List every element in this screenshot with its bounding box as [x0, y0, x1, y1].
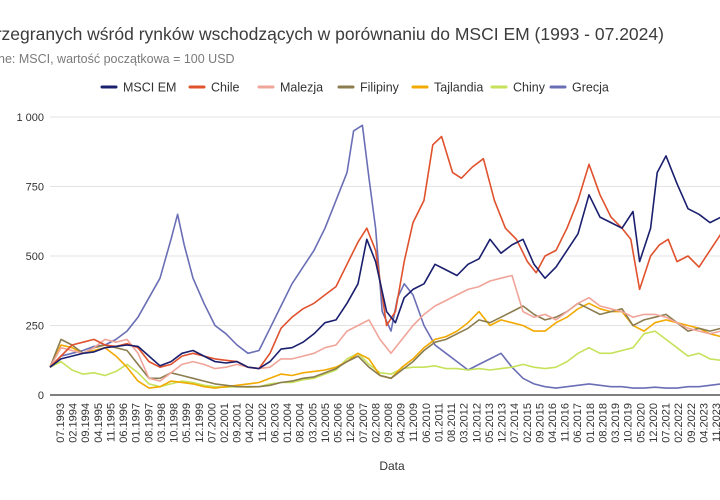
- x-tick-label: 06.2003: [269, 403, 281, 443]
- grid: [50, 116, 720, 396]
- y-tick-label: 250: [26, 321, 44, 333]
- x-axis-ticks: 07.1993 02.1994 09.1994 04.1995 11.1995 06.19…: [55, 403, 720, 443]
- plot-area: [49, 124, 720, 389]
- x-tick-label: 05.2020: [635, 403, 647, 443]
- x-tick-label: 10.2019: [623, 403, 635, 443]
- y-tick-label: 500: [26, 251, 44, 263]
- x-tick-label: 03.2005: [307, 403, 319, 443]
- chart-title: przegranych wśród rynków wschodzących w …: [0, 24, 664, 44]
- x-tick-label: 08.2018: [597, 403, 609, 443]
- legend-label: Chile: [211, 81, 240, 95]
- series-line-malezja: [49, 274, 720, 382]
- x-tick-label: 01.2011: [433, 403, 445, 442]
- x-tick-label: 03.1998: [156, 403, 168, 443]
- x-tick-label: 12.2020: [648, 403, 660, 443]
- x-tick-label: 01.2004: [282, 403, 294, 443]
- x-tick-label: 02.2015: [522, 403, 534, 443]
- x-tick-label: 02.2022: [673, 403, 685, 443]
- x-tick-label: 10.2012: [471, 403, 483, 443]
- x-tick-label: 04.2016: [547, 403, 559, 443]
- x-tick-label: 07.2007: [358, 403, 370, 443]
- x-tick-label: 06.1996: [118, 403, 130, 443]
- legend-label: Malezja: [280, 81, 323, 95]
- chart-subtitle: ne: MSCI, wartość początkowa = 100 USD: [0, 52, 235, 66]
- x-tick-label: 09.1994: [80, 403, 92, 443]
- x-tick-label: 03.2012: [459, 403, 471, 443]
- x-tick-label: 09.2015: [534, 403, 546, 443]
- x-tick-label: 12.2006: [345, 403, 357, 443]
- x-tick-label: 09.2022: [686, 403, 698, 443]
- y-tick-label: 0: [38, 390, 44, 402]
- x-tick-label: 08.1997: [143, 403, 155, 443]
- x-tick-label: 01.2018: [585, 403, 597, 443]
- x-tick-label: 11.2002: [257, 403, 269, 442]
- x-tick-label: 09.2008: [383, 403, 395, 443]
- legend-label: Filipiny: [360, 81, 400, 95]
- y-tick-label: 1 000: [16, 112, 44, 124]
- x-tick-label: 04.2002: [244, 403, 256, 443]
- x-tick-label: 07.2000: [206, 403, 218, 443]
- x-tick-label: 08.2004: [295, 403, 307, 443]
- y-tick-label: 750: [26, 182, 44, 194]
- legend-label: MSCI EM: [123, 81, 176, 95]
- x-tick-label: 02.2008: [370, 403, 382, 443]
- x-tick-label: 09.2001: [232, 403, 244, 443]
- x-tick-label: 02.1994: [68, 403, 80, 443]
- series-line-chile: [49, 135, 720, 370]
- x-tick-label: 01.1997: [131, 403, 143, 443]
- x-tick-label: 08.2011: [446, 403, 458, 442]
- legend: MSCI EM Chile Malezja Filipiny Tajlandia Chin…: [100, 81, 609, 95]
- x-tick-label: 12.2013: [497, 403, 509, 443]
- x-tick-label: 04.2009: [396, 403, 408, 443]
- x-tick-label: 11.1995: [105, 403, 117, 442]
- x-tick-label: 04.2023: [698, 403, 710, 443]
- x-tick-label: 10.2005: [320, 403, 332, 443]
- y-axis-ticks: 0 250 500 750 1 000: [16, 112, 44, 402]
- x-tick-label: 04.1995: [93, 403, 105, 443]
- x-tick-label: 05.2006: [333, 403, 345, 443]
- x-tick-label: 12.1999: [194, 403, 206, 443]
- x-tick-label: 06.2017: [572, 403, 584, 443]
- x-tick-label: 11.2016: [560, 403, 572, 442]
- x-tick-label: 06.2010: [421, 403, 433, 443]
- legend-label: Chiny: [513, 81, 546, 95]
- x-tick-label: 11.2023: [711, 403, 720, 442]
- x-tick-label: 05.1999: [181, 403, 193, 443]
- series-line-grecja: [49, 124, 720, 389]
- series-line-filipiny: [49, 302, 720, 388]
- x-tick-label: 05.2013: [484, 403, 496, 443]
- x-tick-label: 02.2001: [219, 403, 231, 443]
- x-axis-title: Data: [379, 459, 405, 473]
- x-tick-label: 07.1993: [55, 403, 67, 443]
- x-tick-label: 11.2009: [408, 403, 420, 442]
- x-tick-label: 07.2014: [509, 403, 521, 443]
- legend-label: Tajlandia: [434, 81, 483, 95]
- series-line-chiny: [49, 330, 720, 389]
- series-line-msci-em: [49, 155, 720, 370]
- x-tick-label: 10.1998: [169, 403, 181, 443]
- x-tick-label: 07.2021: [661, 403, 673, 443]
- x-tick-label: 03.2019: [610, 403, 622, 443]
- legend-label: Grecja: [572, 81, 609, 95]
